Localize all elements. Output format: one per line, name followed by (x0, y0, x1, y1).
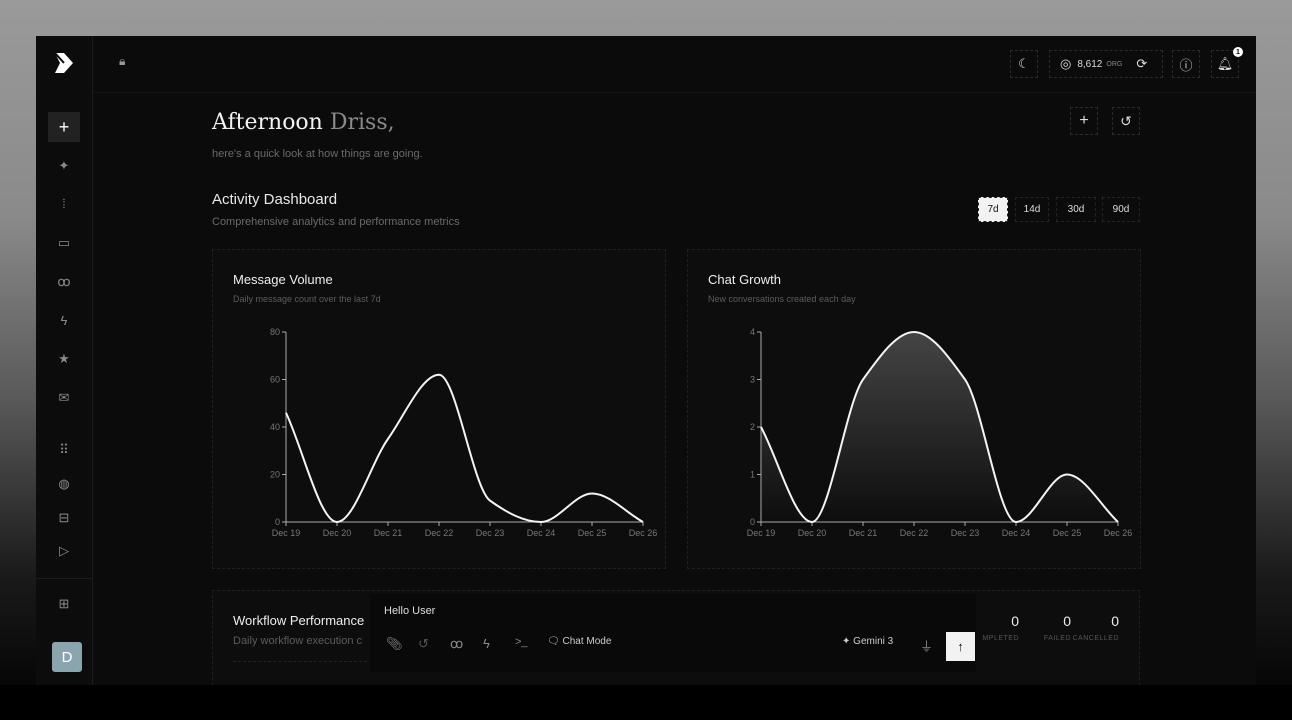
workflow-title: Workflow Performance (233, 613, 365, 628)
credits-icon: ◎ (1060, 56, 1072, 71)
x-tick-label: Dec 23 (951, 528, 980, 538)
play-icon[interactable]: ▷ (59, 543, 69, 558)
greeting-prefix: Afternoon (212, 110, 323, 135)
help-button[interactable]: ⓘ (1172, 50, 1200, 78)
chat-growth-card: Chat Growth New conversations created ea… (687, 249, 1141, 569)
y-tick-label: 2 (750, 422, 755, 432)
y-tick-label: 20 (270, 470, 280, 480)
greeting-subtitle: here's a quick look at how things are go… (212, 148, 423, 160)
x-tick-label: Dec 26 (629, 528, 658, 538)
history-icon[interactable]: ↺ (418, 636, 429, 651)
logo-icon (54, 52, 73, 73)
credits-unit: ORG (1106, 60, 1123, 68)
range-7d[interactable]: 7d (978, 197, 1008, 222)
x-tick-label: Dec 21 (374, 528, 403, 538)
dashboard-title: Activity Dashboard (212, 191, 338, 208)
send-button[interactable]: ↑ (946, 632, 975, 661)
app-window: + ✦ ⦙ ▭ ꝏ ϟ ★ ✉ ⠿ ◍ ⊟ ▷ ⊞ D 🔒︎ ☾ ◎ 8,612… (36, 36, 1256, 686)
x-tick-label: Dec 25 (1053, 528, 1082, 538)
sidebar: + ✦ ⦙ ▭ ꝏ ϟ ★ ✉ ⠿ ◍ ⊟ ▷ ⊞ D (36, 36, 93, 686)
notification-badge: 1 (1233, 47, 1243, 57)
stat-completed: 0 MPLETED (982, 613, 1019, 642)
lightning-icon[interactable]: ϟ (60, 312, 68, 328)
x-tick-label: Dec 22 (900, 528, 929, 538)
sparkles-icon[interactable]: ✦ (58, 158, 70, 173)
y-tick-label: 3 (750, 375, 755, 385)
theme-toggle-button[interactable]: ☾ (1010, 50, 1038, 78)
plug-icon[interactable]: ⏚ (920, 639, 934, 654)
x-tick-label: Dec 24 (1002, 528, 1031, 538)
chat-input-bar[interactable]: Hello User 📎︎ ↺ ꝏ ϟ >_ 🗨︎ Chat Mode ✦ Ge… (370, 594, 976, 672)
avatar[interactable]: D (52, 642, 82, 672)
y-tick-label: 1 (750, 470, 755, 480)
inbox-icon[interactable]: ▭ (57, 235, 71, 250)
y-tick-label: 4 (750, 327, 755, 337)
credits-value: 8,612 (1077, 58, 1103, 70)
y-tick-label: 0 (750, 517, 755, 527)
history-button[interactable]: ↺ (1112, 107, 1140, 135)
dashboard-subtitle: Comprehensive analytics and performance … (212, 216, 460, 228)
y-tick-label: 80 (270, 327, 280, 337)
apps-grid-icon[interactable]: ⠿ (59, 442, 69, 457)
series-line (285, 373, 644, 524)
sidebar-divider (36, 578, 93, 579)
terminal-icon[interactable]: >_ (515, 636, 528, 648)
add-widget-icon[interactable]: ⊞ (58, 596, 70, 611)
attach-icon[interactable]: 📎︎ (386, 636, 403, 651)
x-tick-label: Dec 23 (476, 528, 505, 538)
chat-input-text[interactable]: Hello User (384, 605, 436, 617)
add-button[interactable]: + (1070, 107, 1098, 135)
lock-icon[interactable]: 🔒︎ (119, 54, 126, 68)
y-tick-label: 0 (275, 517, 280, 527)
series-area (761, 332, 1118, 522)
message-volume-chart: 0 20 40 60 80 Dec 19 Dec 20 Dec 21 Dec 22 Dec 23 D… (270, 327, 658, 538)
chat-mode-button[interactable]: 🗨︎ Chat Mode (547, 636, 612, 647)
workflow-subtitle: Daily workflow execution c (233, 635, 362, 647)
mail-icon[interactable]: ✉ (58, 390, 70, 405)
x-tick-label: Dec 19 (272, 528, 301, 538)
message-volume-card: Message Volume Daily message count over … (212, 249, 666, 569)
workflow-icon[interactable]: ꝏ (57, 274, 71, 289)
lightning-icon[interactable]: ϟ (483, 636, 490, 651)
credits-widget[interactable]: ◎ 8,612 ORG ⟳ (1049, 50, 1163, 78)
range-30d[interactable]: 30d (1056, 197, 1096, 222)
model-selector[interactable]: ✦ Gemini 3 (842, 636, 894, 647)
range-14d[interactable]: 14d (1015, 197, 1049, 222)
waveform-icon[interactable]: ⦙ (62, 196, 66, 211)
x-tick-label: Dec 24 (527, 528, 556, 538)
sparkle-icon: ✦ (842, 636, 851, 647)
chat-growth-chart: 0 1 2 3 4 Dec 19 Dec 20 Dec 21 Dec 22 Dec 23 Dec 2… (747, 327, 1133, 538)
y-tick-label: 40 (270, 422, 280, 432)
x-tick-label: Dec 22 (425, 528, 454, 538)
x-tick-label: Dec 21 (849, 528, 878, 538)
series-line (760, 330, 1119, 524)
globe-icon[interactable]: ◍ (58, 476, 70, 491)
stat-failed: 0 FAILED (1043, 613, 1071, 642)
x-tick-label: Dec 26 (1104, 528, 1133, 538)
chat-bubble-icon: 🗨︎ (547, 636, 560, 647)
x-tick-label: Dec 25 (578, 528, 607, 538)
topbar: 🔒︎ ☾ ◎ 8,612 ORG ⟳ ⓘ 🔔︎ 1 (93, 36, 1256, 93)
archive-icon[interactable]: ⊟ (58, 510, 70, 525)
bottom-band (0, 685, 1292, 720)
chart-subtitle: New conversations created each day (708, 294, 856, 304)
greeting-name: Driss, (329, 110, 395, 135)
x-tick-label: Dec 19 (747, 528, 776, 538)
chart-subtitle: Daily message count over the last 7d (233, 294, 381, 304)
star-icon[interactable]: ★ (58, 351, 70, 366)
greeting: Afternoon Driss, (212, 110, 395, 135)
workflow-icon[interactable]: ꝏ (450, 636, 464, 651)
chart-title: Message Volume (233, 272, 333, 287)
x-tick-label: Dec 20 (323, 528, 352, 538)
stat-cancelled: 0 CANCELLED (1072, 613, 1119, 642)
notifications-button[interactable]: 🔔︎ 1 (1211, 47, 1243, 78)
chart-title: Chat Growth (708, 272, 781, 287)
y-tick-label: 60 (270, 375, 280, 385)
refresh-icon[interactable]: ⟳ (1136, 56, 1148, 71)
divider (233, 661, 463, 662)
x-tick-label: Dec 20 (798, 528, 827, 538)
new-chat-button[interactable]: + (48, 112, 80, 142)
range-90d[interactable]: 90d (1102, 197, 1140, 222)
